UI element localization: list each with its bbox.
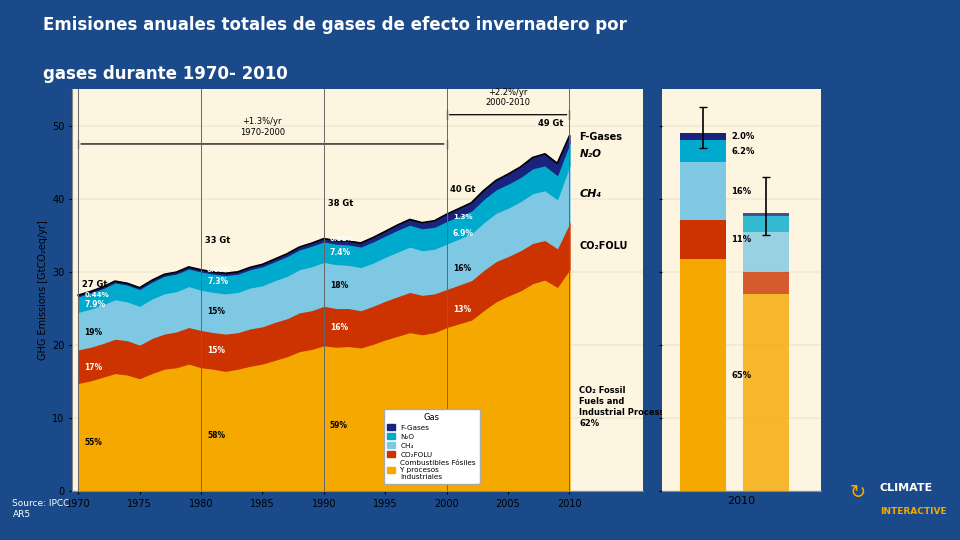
Text: 0.67%: 0.67% xyxy=(207,267,231,273)
Text: 11%: 11% xyxy=(732,235,752,244)
Text: +1.3%/yr
1970-2000: +1.3%/yr 1970-2000 xyxy=(240,117,285,137)
Text: F-Gases: F-Gases xyxy=(579,132,622,142)
Text: 38 Gt: 38 Gt xyxy=(327,199,353,208)
Text: CO₂FOLU: CO₂FOLU xyxy=(579,241,628,251)
Text: 40 Gt: 40 Gt xyxy=(450,185,476,193)
Bar xyxy=(743,213,789,216)
Text: 6.2%: 6.2% xyxy=(732,147,755,156)
Text: INTERACTIVE: INTERACTIVE xyxy=(880,508,947,516)
Text: 7.4%: 7.4% xyxy=(330,248,351,257)
Text: 15%: 15% xyxy=(207,307,226,316)
Text: 55%: 55% xyxy=(84,438,102,447)
Text: Source: IPCC
AR5: Source: IPCC AR5 xyxy=(12,500,70,519)
Text: 0.44%: 0.44% xyxy=(84,292,109,298)
Text: 1.3%: 1.3% xyxy=(453,214,472,220)
Text: +2.2%/yr
2000-2010: +2.2%/yr 2000-2010 xyxy=(486,88,531,107)
Text: ↻: ↻ xyxy=(850,483,866,502)
Bar xyxy=(680,220,726,259)
Text: CLIMATE: CLIMATE xyxy=(880,483,933,493)
Bar xyxy=(743,294,789,491)
Text: 33 Gt: 33 Gt xyxy=(204,235,230,245)
Bar xyxy=(680,163,726,220)
Bar xyxy=(680,140,726,163)
Text: 6.9%: 6.9% xyxy=(453,229,474,238)
Text: 59%: 59% xyxy=(453,413,470,422)
Text: 17%: 17% xyxy=(84,363,103,372)
Text: CH₄: CH₄ xyxy=(579,189,602,199)
Bar xyxy=(743,232,789,272)
Text: 18%: 18% xyxy=(330,281,348,291)
Text: 16%: 16% xyxy=(732,186,752,195)
Text: 65%: 65% xyxy=(732,371,752,380)
Text: 15%: 15% xyxy=(207,346,226,355)
Text: 19%: 19% xyxy=(84,328,103,337)
Text: 27 Gt: 27 Gt xyxy=(82,280,108,288)
Text: 16%: 16% xyxy=(453,264,471,273)
Bar xyxy=(680,259,726,491)
Text: N₂O: N₂O xyxy=(579,149,601,159)
Text: 7.9%: 7.9% xyxy=(84,300,106,309)
Text: CO₂ Fossil
Fuels and
Industrial Processes
62%: CO₂ Fossil Fuels and Industrial Processe… xyxy=(579,386,675,428)
Bar xyxy=(743,216,789,232)
Legend: F-Gases, N₂O, CH₄, CO₂FOLU, Combustibles Fósiles
Y procesos
Industriales: F-Gases, N₂O, CH₄, CO₂FOLU, Combustibles… xyxy=(384,409,480,484)
Text: 7.3%: 7.3% xyxy=(207,277,228,286)
Text: 59%: 59% xyxy=(330,421,348,430)
Text: 0.81%: 0.81% xyxy=(330,237,354,242)
X-axis label: 2010: 2010 xyxy=(728,496,756,505)
Bar xyxy=(743,272,789,294)
Bar xyxy=(680,133,726,140)
Text: 16%: 16% xyxy=(330,323,348,332)
Text: 49 Gt: 49 Gt xyxy=(538,119,564,127)
Text: 2.0%: 2.0% xyxy=(732,132,755,141)
Text: Emisiones anuales totales de gases de efecto invernadero por: Emisiones anuales totales de gases de ef… xyxy=(43,16,627,34)
Text: 13%: 13% xyxy=(453,305,471,314)
Text: 58%: 58% xyxy=(207,431,226,440)
Text: gases durante 1970- 2010: gases durante 1970- 2010 xyxy=(43,65,288,83)
Y-axis label: GHG Emissions [GtCO₂eq/yr]: GHG Emissions [GtCO₂eq/yr] xyxy=(37,220,48,360)
